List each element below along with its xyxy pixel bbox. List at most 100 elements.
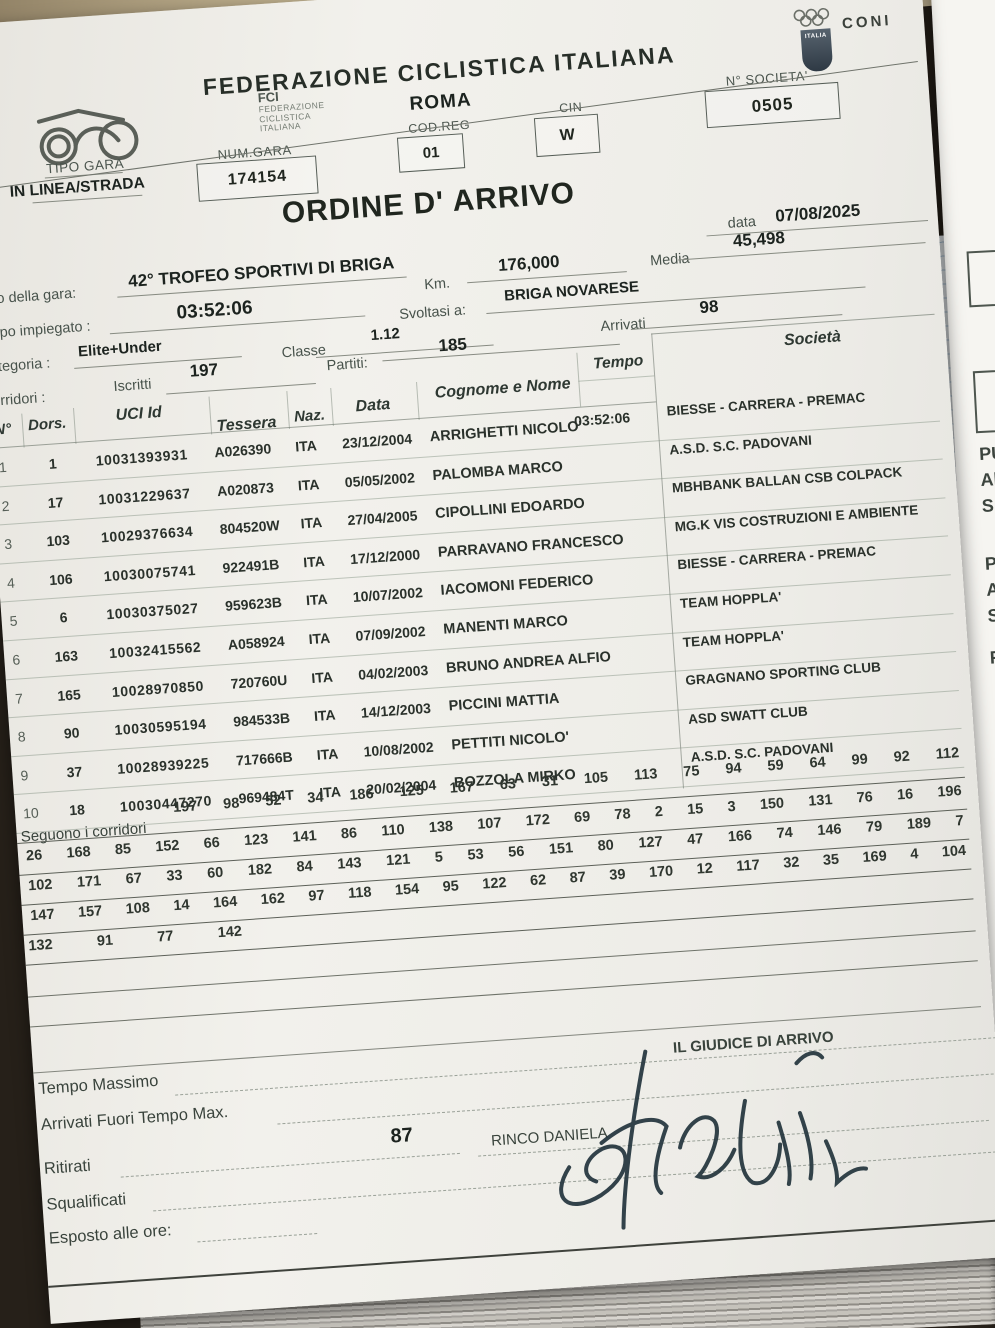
retired-value: 87 (389, 1124, 414, 1148)
cell-nome: ARRIGHETTI NICOLO' (429, 418, 583, 446)
rider-number: 127 (637, 833, 664, 852)
cell-naz: ITA (308, 629, 331, 648)
cell-dors: 106 (48, 570, 74, 588)
starters-label: Partiti: (326, 355, 369, 375)
rider-number: 33 (165, 867, 184, 885)
rider-number: 157 (77, 903, 103, 921)
rider-number: 86 (340, 825, 358, 843)
col-data: Data (355, 395, 391, 416)
rider-number: 60 (206, 864, 224, 882)
cell-naz: ITA (316, 745, 339, 763)
cell-tessera: A026390 (213, 440, 272, 461)
rider-number: 80 (597, 837, 615, 855)
fragment-text: F (989, 647, 995, 668)
rider-number: 78 (613, 806, 632, 824)
fci-bicycle-logo-icon (36, 108, 139, 166)
riders-label: orridori : (0, 389, 46, 410)
rider-number: 196 (936, 783, 963, 801)
rider-number: 77 (156, 928, 175, 946)
cell-pos: 9 (19, 766, 29, 784)
category-label: ategoria : (0, 355, 51, 376)
fragment-text: PU (978, 442, 995, 465)
col-nome: Cognome e Nome (434, 375, 572, 402)
rider-number: 110 (380, 821, 406, 840)
rider-number: 152 (154, 837, 181, 856)
rider-number: 151 (548, 840, 574, 858)
rider-number: 39 (608, 866, 627, 884)
cell-dors: 37 (66, 763, 83, 781)
rider-number: 31 (541, 773, 559, 791)
cell-dors: 6 (59, 609, 69, 626)
rider-number: 84 (296, 858, 314, 876)
second-page-text-fragment: PU Al S. (978, 440, 995, 519)
fragment-text: S (987, 605, 995, 626)
col-tempo: Tempo (592, 352, 644, 373)
rider-number: 189 (906, 815, 932, 833)
finishers-label: Arrivati (600, 315, 647, 336)
km-value: 176,000 (497, 251, 561, 276)
rider-number: 108 (125, 899, 151, 918)
rider-number: 102 (27, 876, 53, 895)
cell-nome: MANENTI MARCO (442, 613, 569, 638)
out-of-time-label: Arrivati Fuori Tempo Max. (40, 1102, 229, 1135)
rider-number: 131 (807, 792, 834, 810)
rider-number: 117 (735, 857, 761, 875)
rider-number: 7 (955, 812, 965, 830)
rider-number: 98 (222, 795, 240, 813)
rider-number: 141 (291, 828, 318, 846)
rider-number: 167 (449, 779, 475, 797)
fragment-text: Al (979, 469, 995, 491)
cell-data: 23/12/2004 (341, 430, 413, 452)
coni-label: CONI (841, 12, 893, 33)
seguono-line: 132 91 77 142 (28, 924, 243, 955)
rider-number: 63 (499, 776, 517, 794)
cell-pos: 8 (17, 728, 27, 745)
race-title-label: olo della gara: (0, 285, 77, 308)
second-page-text-fragment: F (989, 644, 995, 671)
fragment-text: S. (981, 495, 995, 516)
col-uci: UCI Id (115, 403, 163, 425)
cell-tessera: 804520W (219, 517, 281, 538)
cell-societa: BIESSE - CARRERA - PREMAC (666, 389, 866, 419)
cell-uci: 10028939225 (116, 754, 210, 777)
rider-number: 75 (682, 763, 701, 781)
rider-number: 47 (686, 831, 704, 849)
rider-number: 67 (125, 870, 143, 888)
cell-data: 17/12/2000 (349, 546, 421, 567)
cell-pos: 10 (22, 804, 40, 822)
rider-number: 85 (114, 841, 132, 859)
rider-number: 76 (856, 789, 874, 807)
max-time-label: Tempo Massimo (37, 1071, 159, 1099)
entered-label: Iscritti (113, 376, 152, 396)
entered-value: 197 (189, 359, 219, 381)
cell-pos: 7 (14, 689, 24, 707)
cell-data: 10/08/2002 (363, 738, 435, 760)
cell-societa: A.S.D. S.C. PADOVANI (668, 432, 813, 458)
rider-number: 172 (525, 811, 551, 830)
cell-pos: 6 (11, 651, 21, 668)
cell-dors: 1 (48, 455, 58, 472)
olympic-rings-icon (793, 7, 830, 27)
cell-pos: 4 (6, 574, 16, 591)
rider-number: 143 (336, 855, 363, 873)
posted-at-label: Esposto alle ore: (48, 1221, 173, 1248)
city-label: ROMA (408, 89, 473, 115)
rider-number: 66 (203, 834, 221, 852)
cell-naz: ITA (305, 591, 329, 609)
fci-line: ITALIANA (259, 120, 302, 134)
rider-number: 186 (348, 786, 375, 804)
fragment-text: A (985, 579, 995, 600)
coni-italia-shield-icon: ITALIA (800, 28, 834, 73)
cell-naz: ITA (300, 514, 323, 532)
shield-text: ITALIA (804, 32, 827, 41)
media-value: 45,498 (732, 228, 786, 251)
rider-number: 53 (466, 846, 485, 864)
rider-number: 3 (727, 798, 737, 816)
rider-number: 150 (759, 795, 785, 814)
rider-number: 95 (442, 878, 460, 896)
cell-naz: ITA (297, 475, 320, 494)
rider-number: 107 (476, 815, 503, 833)
page-title: ORDINE D' ARRIVO (280, 176, 577, 230)
rider-number: 164 (212, 893, 238, 912)
